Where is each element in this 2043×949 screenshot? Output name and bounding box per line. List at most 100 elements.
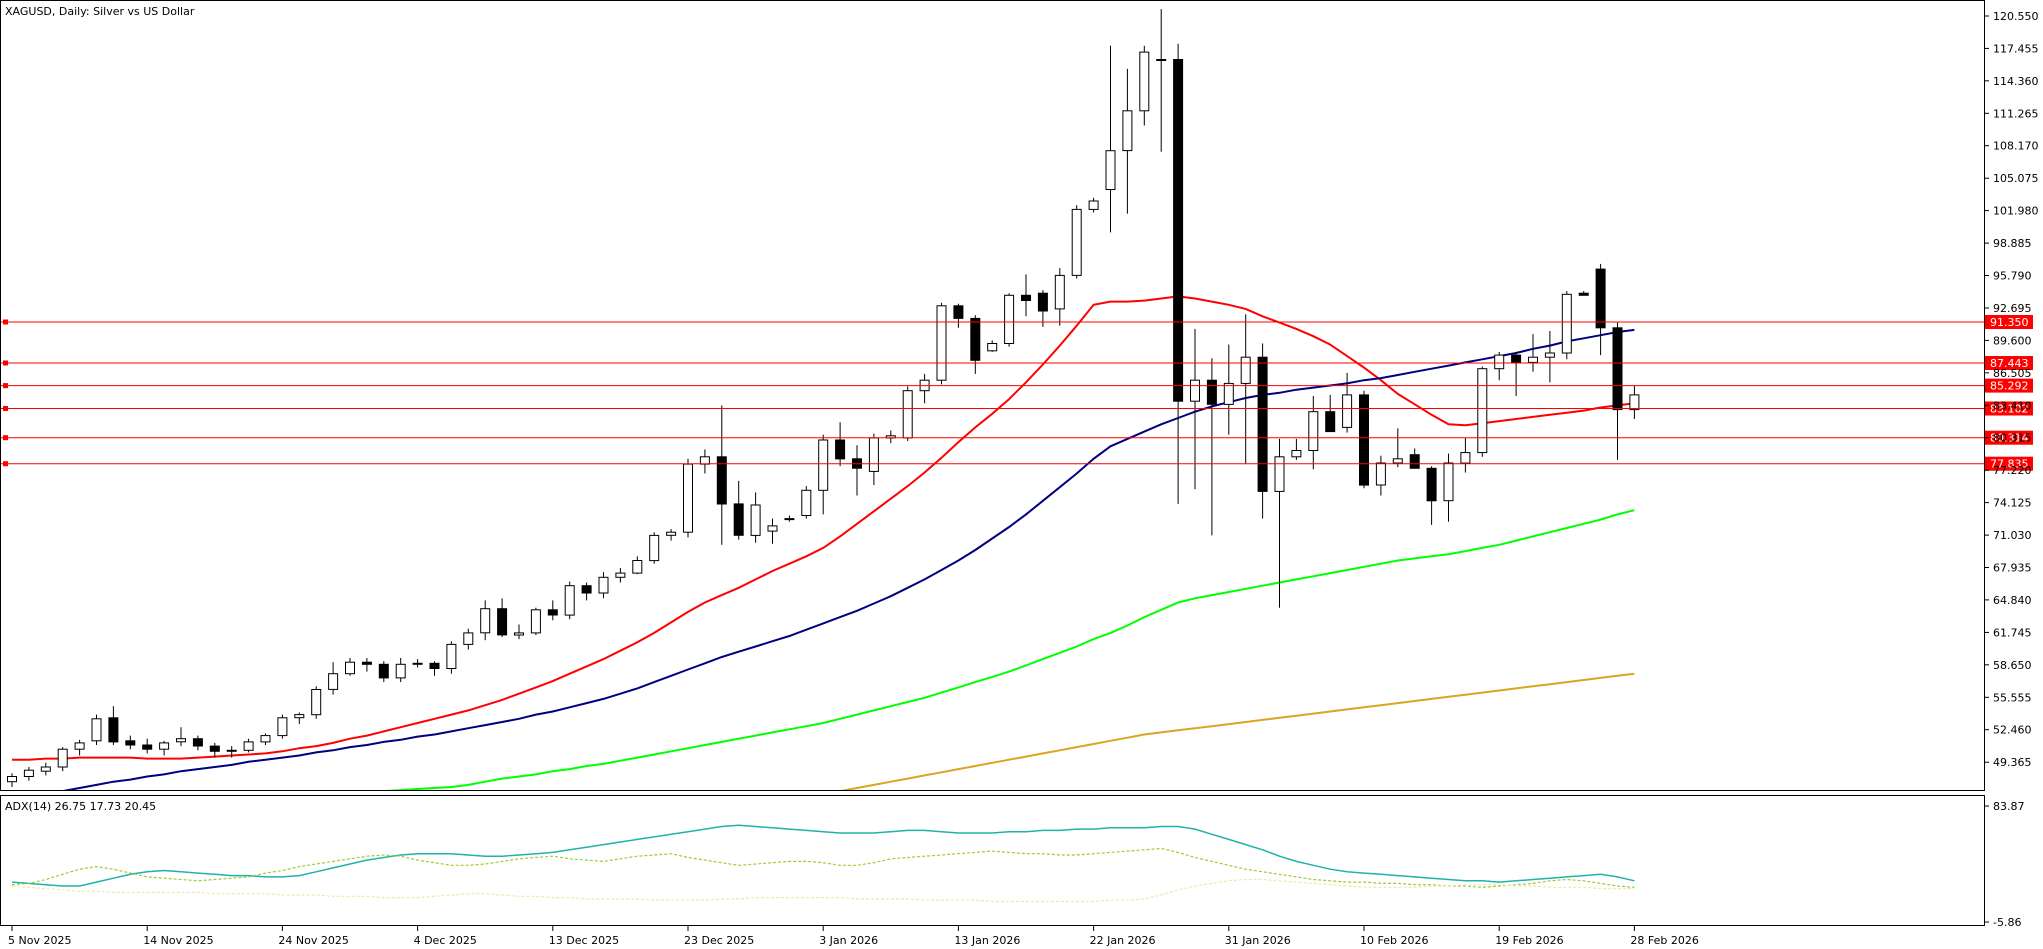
candle[interactable] — [40, 762, 51, 776]
candle[interactable] — [615, 567, 626, 583]
candle[interactable] — [750, 492, 761, 543]
candle-body-bear — [1511, 354, 1522, 363]
candle[interactable] — [226, 746, 237, 758]
candle[interactable] — [142, 738, 153, 754]
candle[interactable] — [598, 572, 609, 599]
candle[interactable] — [91, 714, 102, 745]
candle[interactable] — [649, 532, 660, 564]
candle[interactable] — [446, 641, 457, 674]
candle[interactable] — [953, 303, 964, 328]
candle[interactable] — [1511, 351, 1522, 396]
candle[interactable] — [1426, 466, 1437, 525]
candle[interactable] — [345, 658, 355, 676]
price-tick-label: 95.790 — [1993, 270, 2032, 283]
candle[interactable] — [412, 659, 423, 668]
candle[interactable] — [463, 628, 474, 650]
candle[interactable] — [1392, 428, 1403, 468]
candle[interactable] — [666, 529, 677, 541]
candle[interactable] — [784, 515, 795, 522]
candle[interactable] — [1528, 334, 1538, 372]
candle[interactable] — [1477, 366, 1488, 457]
candle[interactable] — [176, 727, 186, 747]
candle[interactable] — [1156, 9, 1167, 152]
candle[interactable] — [260, 733, 271, 746]
candle[interactable] — [361, 658, 372, 672]
level-price-label: 83.102 — [1990, 403, 2029, 416]
candle[interactable] — [716, 405, 727, 545]
candle-body-bear — [733, 503, 744, 536]
candle[interactable] — [1037, 290, 1048, 327]
candle[interactable] — [209, 742, 220, 758]
candle[interactable] — [1122, 68, 1133, 214]
candle[interactable] — [1494, 351, 1505, 381]
candle[interactable] — [818, 434, 829, 515]
candle[interactable] — [294, 712, 305, 725]
candle[interactable] — [514, 624, 524, 640]
candle[interactable] — [7, 773, 17, 787]
candle[interactable] — [733, 480, 744, 540]
candle[interactable] — [767, 518, 778, 544]
candle[interactable] — [801, 486, 812, 519]
price-axis[interactable]: 120.550 117.455 114.360 111.265 108.170 105.0… — [1984, 10, 2039, 769]
candle[interactable] — [480, 600, 491, 641]
candle[interactable] — [1544, 331, 1555, 383]
candle[interactable] — [936, 302, 947, 385]
candle[interactable] — [902, 386, 913, 442]
candle[interactable] — [74, 739, 85, 756]
candle[interactable] — [1274, 438, 1285, 608]
candle[interactable] — [395, 658, 406, 683]
candle[interactable] — [1629, 385, 1640, 420]
candle[interactable] — [1561, 291, 1572, 360]
candle[interactable] — [125, 735, 136, 750]
candle[interactable] — [1291, 438, 1302, 460]
candle[interactable] — [1071, 205, 1082, 279]
candle[interactable] — [1139, 45, 1150, 126]
candle[interactable] — [1460, 437, 1471, 473]
candle[interactable] — [1054, 268, 1065, 326]
time-tick-label: 13 Jan 2026 — [954, 934, 1020, 947]
candle[interactable] — [1595, 263, 1606, 356]
candle[interactable] — [1021, 274, 1031, 317]
candle[interactable] — [1206, 358, 1217, 536]
candle[interactable] — [970, 315, 981, 374]
candle[interactable] — [1443, 453, 1454, 522]
candle[interactable] — [1257, 343, 1268, 519]
candle[interactable] — [1105, 45, 1116, 233]
candle[interactable] — [1240, 314, 1251, 465]
candle[interactable] — [581, 582, 592, 601]
candle[interactable] — [159, 740, 170, 756]
candle-body-bull — [1629, 394, 1640, 411]
time-axis[interactable]: 5 Nov 2025 14 Nov 2025 24 Nov 2025 4 Dec 20… — [8, 926, 1699, 947]
candle[interactable] — [328, 662, 339, 695]
candle[interactable] — [1004, 293, 1015, 347]
candle[interactable] — [378, 661, 389, 683]
candle[interactable] — [192, 735, 203, 751]
candle[interactable] — [564, 581, 575, 620]
candle[interactable] — [108, 706, 119, 745]
candle[interactable] — [835, 422, 846, 467]
candle[interactable] — [1190, 328, 1200, 490]
candle[interactable] — [1375, 455, 1386, 496]
candle[interactable] — [311, 686, 322, 719]
candle[interactable] — [243, 738, 254, 753]
candle[interactable] — [530, 607, 541, 635]
candle[interactable] — [1578, 291, 1589, 296]
candle[interactable] — [57, 747, 68, 772]
candle-body-bear — [1595, 268, 1606, 329]
candle[interactable] — [1612, 322, 1623, 460]
candle[interactable] — [1173, 43, 1184, 504]
candle[interactable] — [1342, 372, 1353, 433]
candle[interactable] — [1359, 390, 1369, 489]
candle[interactable] — [1223, 344, 1234, 435]
candle[interactable] — [497, 598, 508, 638]
candle[interactable] — [632, 556, 643, 575]
candle[interactable] — [987, 340, 998, 352]
candle[interactable] — [547, 600, 558, 621]
candle[interactable] — [1088, 197, 1099, 213]
candle[interactable] — [683, 458, 693, 538]
candle[interactable] — [429, 661, 440, 676]
candle[interactable] — [1325, 394, 1336, 433]
candle[interactable] — [23, 767, 34, 781]
time-tick-label: 24 Nov 2025 — [278, 934, 348, 947]
candle[interactable] — [277, 714, 288, 739]
